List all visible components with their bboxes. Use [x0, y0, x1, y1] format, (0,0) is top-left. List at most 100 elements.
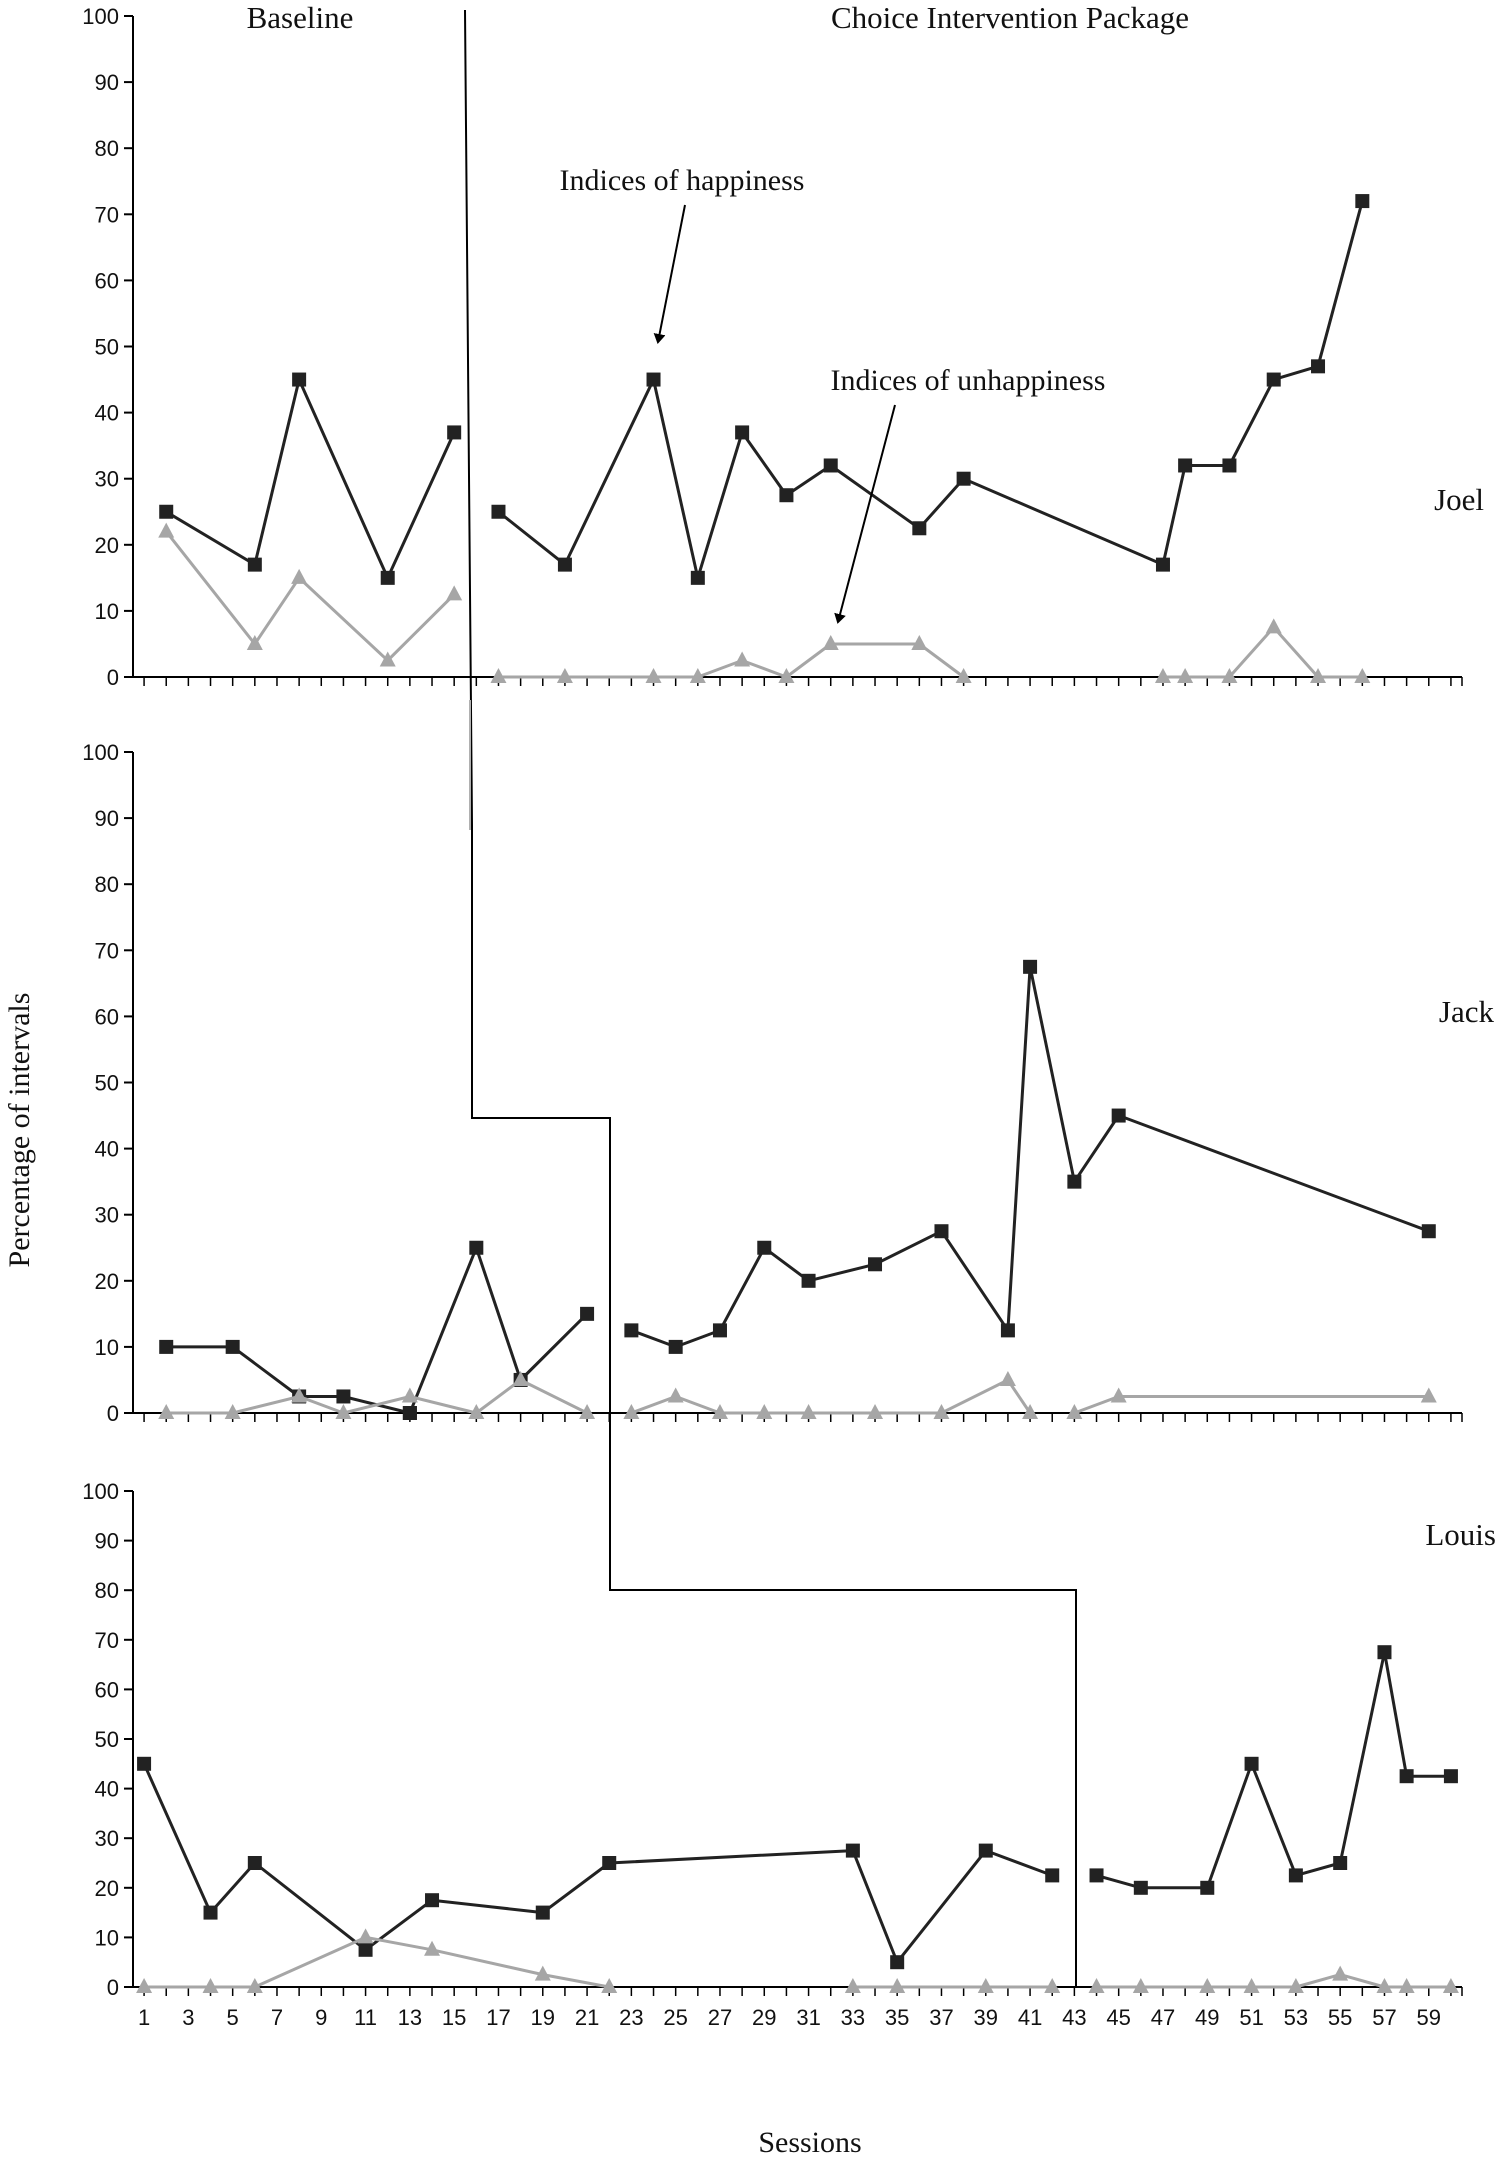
unhappiness-point-louis — [601, 1978, 618, 1993]
y-tick-label-jack: 70 — [95, 938, 119, 963]
unhappiness-point-louis — [1132, 1978, 1149, 1993]
happiness-point-jack — [934, 1224, 949, 1239]
y-tick-label-louis: 10 — [95, 1925, 119, 1950]
y-tick-label-jack: 100 — [82, 740, 119, 765]
unhappiness-point-joel — [1221, 668, 1238, 683]
unhappiness-point-louis — [889, 1978, 906, 1993]
y-tick-label-jack: 60 — [95, 1004, 119, 1029]
unhappiness-point-louis — [1088, 1978, 1105, 1993]
happiness-point-louis — [358, 1942, 373, 1957]
happiness-point-louis — [137, 1756, 152, 1771]
unhappiness-point-louis — [246, 1978, 263, 1993]
x-tick-label: 11 — [354, 2005, 377, 2030]
y-tick-label-louis: 20 — [95, 1876, 119, 1901]
x-tick-label: 25 — [663, 2005, 687, 2030]
happiness-point-louis — [1288, 1868, 1303, 1883]
unhappiness-point-louis — [357, 1928, 374, 1944]
y-tick-label-jack: 30 — [95, 1203, 119, 1228]
phase-label-intervention: Choice Intervention Package — [831, 0, 1189, 35]
unhappiness-point-jack — [1110, 1387, 1127, 1403]
happiness-point-joel — [557, 557, 572, 572]
unhappiness-point-joel — [1354, 668, 1371, 683]
participant-label-joel: Joel — [1434, 482, 1484, 517]
happiness-line-jack — [166, 1345, 411, 1415]
annotation-happiness-arrow — [653, 204, 686, 344]
phase-label-baseline: Baseline — [247, 0, 354, 35]
unhappiness-line-jack — [1073, 1395, 1429, 1415]
y-tick-label-joel: 40 — [95, 401, 119, 426]
x-axis-title: Sessions — [758, 2126, 861, 2159]
happiness-point-louis — [1399, 1769, 1414, 1784]
happiness-point-jack — [801, 1273, 816, 1288]
participant-label-jack: Jack — [1439, 994, 1495, 1029]
unhappiness-point-jack — [756, 1404, 773, 1419]
y-tick-label-jack: 40 — [95, 1137, 119, 1162]
unhappiness-point-joel — [246, 634, 263, 650]
unhappiness-line-joel — [498, 642, 965, 679]
unhappiness-point-jack — [800, 1404, 817, 1419]
unhappiness-point-joel — [689, 668, 706, 683]
y-tick-label-jack: 80 — [95, 872, 119, 897]
y-tick-label-jack: 0 — [107, 1401, 119, 1426]
happiness-point-joel — [247, 557, 262, 572]
unhappiness-point-louis — [844, 1978, 861, 1993]
x-tick-label: 59 — [1417, 2005, 1441, 2030]
happiness-point-joel — [823, 458, 838, 473]
x-tick-label: 51 — [1239, 2005, 1263, 2030]
happiness-line-louis — [1096, 1650, 1451, 1890]
happiness-point-joel — [1266, 372, 1281, 387]
unhappiness-point-joel — [1310, 668, 1327, 683]
y-tick-label-louis: 40 — [95, 1777, 119, 1802]
happiness-point-louis — [845, 1843, 860, 1858]
happiness-point-joel — [1155, 557, 1170, 572]
happiness-point-jack — [868, 1257, 883, 1272]
y-tick-label-louis: 100 — [82, 1479, 119, 1504]
y-tick-label-joel: 50 — [95, 335, 119, 360]
unhappiness-point-louis — [1199, 1978, 1216, 1993]
x-tick-label: 41 — [1018, 2005, 1042, 2030]
happiness-point-louis — [1377, 1645, 1392, 1660]
y-tick-label-louis: 80 — [95, 1578, 119, 1603]
x-tick-label: 57 — [1372, 2005, 1396, 2030]
unhappiness-point-louis — [424, 1940, 441, 1956]
unhappiness-point-joel — [556, 668, 573, 683]
x-tick-label: 27 — [708, 2005, 732, 2030]
x-tick-label: 37 — [929, 2005, 953, 2030]
unhappiness-point-jack — [401, 1387, 418, 1403]
unhappiness-point-joel — [158, 522, 175, 538]
happiness-point-jack — [712, 1323, 727, 1338]
y-tick-label-joel: 30 — [95, 467, 119, 492]
happiness-point-joel — [956, 471, 971, 486]
y-tick-label-louis: 90 — [95, 1529, 119, 1554]
unhappiness-point-joel — [955, 668, 972, 683]
annotation-unhappiness-arrow — [834, 404, 896, 624]
unhappiness-point-louis — [136, 1978, 153, 1993]
x-tick-label: 15 — [442, 2005, 466, 2030]
y-tick-label-jack: 20 — [95, 1269, 119, 1294]
happiness-point-jack — [1067, 1174, 1082, 1189]
happiness-point-joel — [380, 570, 395, 585]
y-axis-title: Percentage of intervals — [3, 993, 36, 1268]
happiness-point-louis — [535, 1905, 550, 1920]
y-tick-label-joel: 70 — [95, 202, 119, 227]
x-tick-label: 19 — [531, 2005, 555, 2030]
y-tick-label-louis: 70 — [95, 1628, 119, 1653]
unhappiness-point-louis — [1243, 1978, 1260, 1993]
happiness-point-joel — [292, 372, 307, 387]
happiness-point-joel — [159, 504, 174, 519]
happiness-line-jack — [630, 965, 1430, 1349]
happiness-point-jack — [1111, 1108, 1126, 1123]
unhappiness-point-joel — [911, 634, 928, 650]
happiness-point-louis — [203, 1905, 218, 1920]
happiness-point-louis — [1200, 1880, 1215, 1895]
happiness-point-joel — [491, 504, 506, 519]
y-tick-label-joel: 0 — [107, 665, 119, 690]
unhappiness-point-jack — [579, 1404, 596, 1419]
y-tick-label-joel: 10 — [95, 599, 119, 624]
happiness-point-louis — [425, 1893, 440, 1908]
x-tick-label: 45 — [1106, 2005, 1130, 2030]
unhappiness-point-joel — [1154, 668, 1171, 683]
unhappiness-point-jack — [335, 1404, 352, 1419]
x-tick-label: 29 — [752, 2005, 776, 2030]
